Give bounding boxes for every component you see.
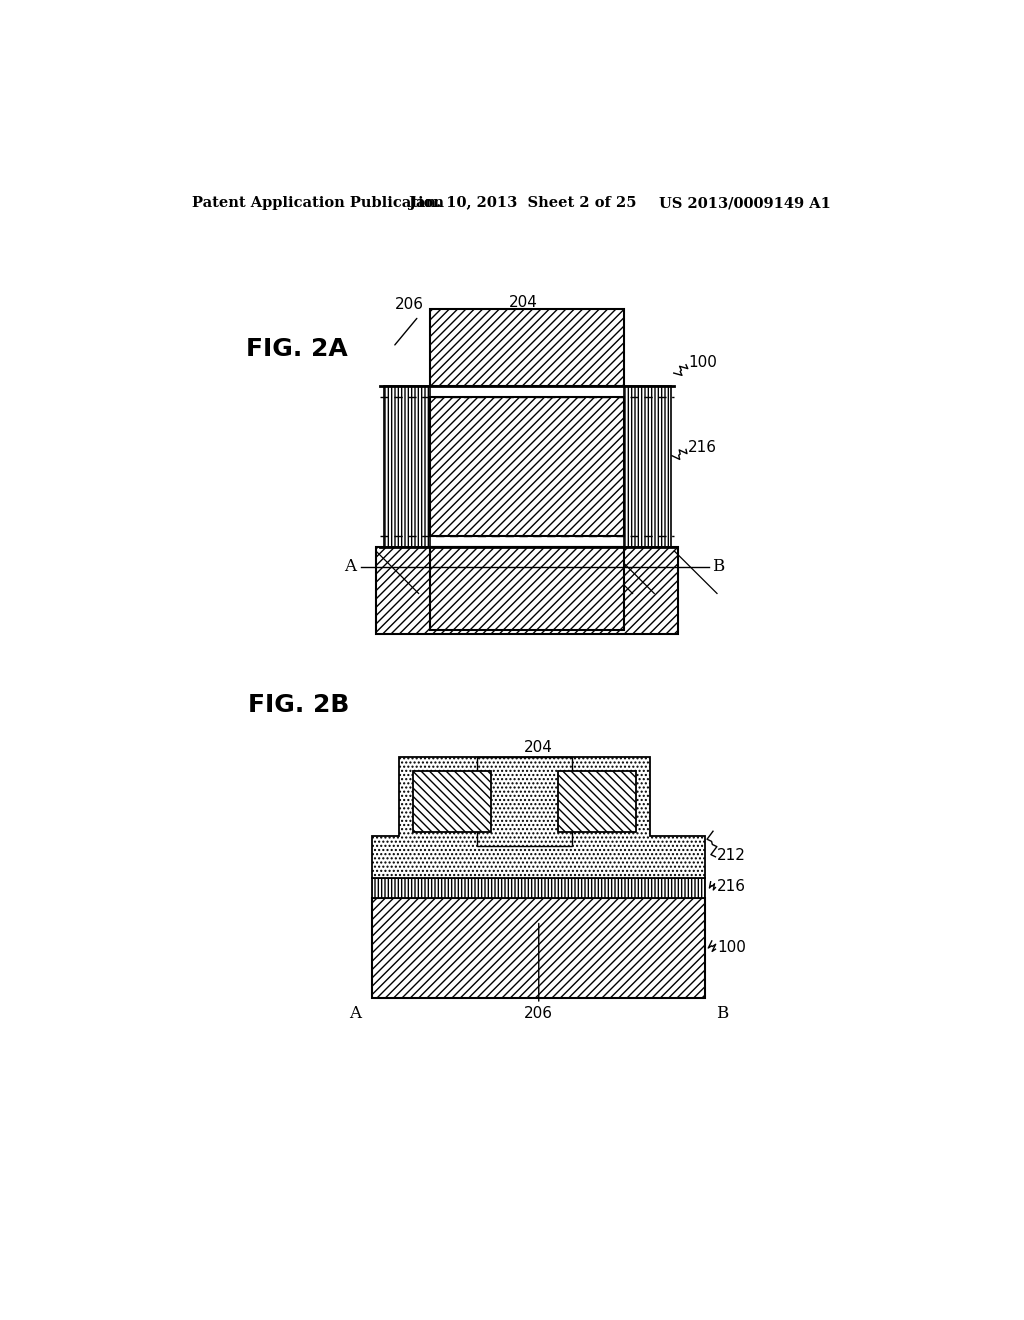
Text: A: A — [344, 558, 356, 576]
Text: FIG. 2B: FIG. 2B — [248, 693, 349, 717]
Text: 216: 216 — [688, 440, 718, 454]
Polygon shape — [376, 548, 678, 635]
Polygon shape — [558, 771, 636, 832]
Text: 216: 216 — [717, 879, 746, 894]
Text: B: B — [713, 558, 725, 576]
Polygon shape — [372, 756, 706, 878]
Polygon shape — [624, 385, 671, 548]
Text: 206: 206 — [395, 297, 424, 312]
Polygon shape — [430, 548, 624, 631]
Text: B: B — [717, 1005, 728, 1022]
Polygon shape — [430, 397, 624, 536]
Polygon shape — [372, 756, 706, 878]
Text: 212: 212 — [717, 847, 745, 863]
Polygon shape — [414, 771, 490, 832]
Polygon shape — [384, 385, 430, 548]
Text: US 2013/0009149 A1: US 2013/0009149 A1 — [658, 197, 830, 210]
Text: A: A — [349, 1005, 361, 1022]
Text: 204: 204 — [509, 294, 538, 310]
Text: Patent Application Publication: Patent Application Publication — [191, 197, 443, 210]
Text: 206: 206 — [524, 1006, 553, 1020]
Polygon shape — [477, 756, 572, 846]
Polygon shape — [372, 878, 706, 898]
Text: 100: 100 — [717, 940, 745, 956]
Polygon shape — [372, 898, 706, 998]
Text: 204: 204 — [524, 741, 553, 755]
Polygon shape — [430, 309, 624, 385]
Text: Jan. 10, 2013  Sheet 2 of 25: Jan. 10, 2013 Sheet 2 of 25 — [409, 197, 636, 210]
Text: 100: 100 — [688, 355, 717, 370]
Text: FIG. 2A: FIG. 2A — [246, 338, 347, 362]
